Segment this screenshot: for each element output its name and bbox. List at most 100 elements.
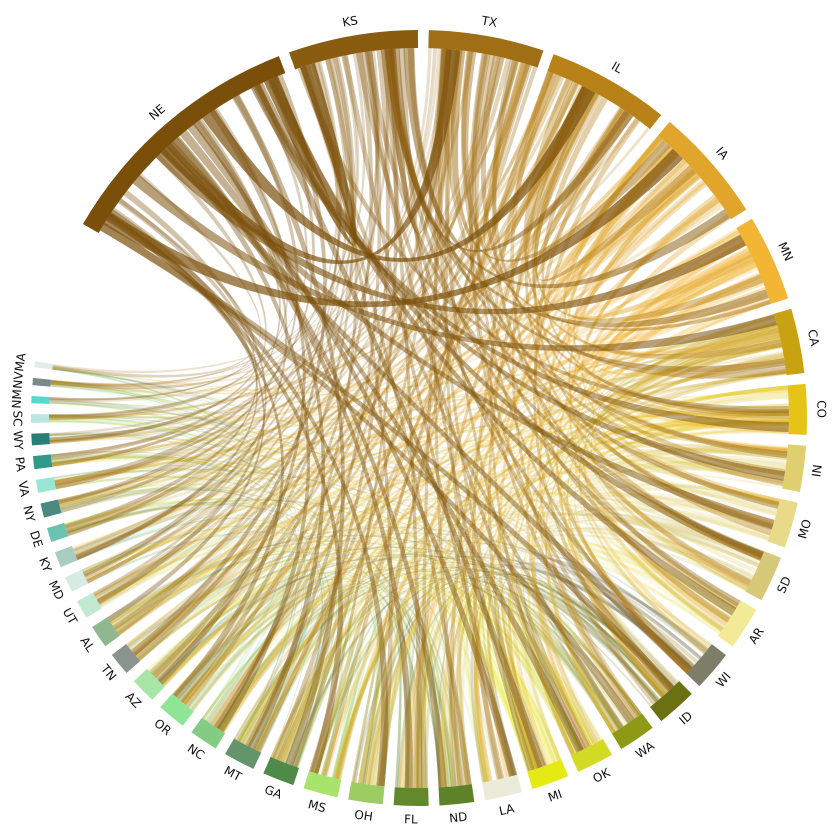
ribbon-ne-ut <box>96 190 267 605</box>
ribbon-wi-nc <box>214 555 693 729</box>
label-ut: UT <box>60 606 80 628</box>
label-mt: MT <box>222 763 245 784</box>
arc-de <box>46 522 69 542</box>
ribbon-ne-tx <box>160 48 461 264</box>
ribbon-mt-nc <box>205 575 325 747</box>
ribbon-mn-co <box>593 250 789 434</box>
ribbon-nv-ma <box>50 368 236 399</box>
ribbon-mt-or <box>180 570 321 748</box>
arc-nv <box>32 377 51 387</box>
label-ky: KY <box>36 555 55 574</box>
ribbon-az-ut <box>93 522 274 678</box>
label-wi: WI <box>713 669 734 690</box>
ribbon-sd-nd <box>444 519 762 787</box>
ribbon-id-az <box>158 553 660 702</box>
ribbon-co-mo <box>601 422 789 505</box>
ribbon-wa-nc <box>221 570 637 733</box>
arc-al <box>92 617 120 647</box>
label-nd: ND <box>449 810 469 826</box>
ribbon-ut-de <box>67 490 253 609</box>
label-wa: WA <box>633 738 658 761</box>
ribbon-mo-sd <box>594 472 778 557</box>
label-az: AZ <box>123 689 145 711</box>
ribbon-id-nd <box>448 573 674 787</box>
ribbon-ne-mi <box>252 83 547 769</box>
ribbon-ca-mo <box>598 321 780 507</box>
ribbon-il-sc <box>49 127 651 421</box>
label-fl: FL <box>404 812 418 826</box>
label-tx: TX <box>480 13 499 30</box>
ribbon-id-or <box>173 555 669 698</box>
ribbon-in-id <box>567 455 787 691</box>
ribbon-mn-ky <box>72 286 767 551</box>
ribbon-ga-ny <box>59 488 323 764</box>
ribbon-mn-nd <box>440 254 754 788</box>
ribbon-co-nc <box>214 409 789 729</box>
ribbon-la-nd <box>442 600 499 787</box>
ribbon-ks-fl <box>381 49 423 789</box>
ribbon-ne-fl <box>171 137 413 788</box>
label-ny: NY <box>20 504 38 524</box>
arc-or <box>160 693 194 726</box>
ribbon-nd-ms <box>314 598 455 787</box>
label-ia: IA <box>713 144 732 163</box>
ribbon-mn-ar <box>576 239 746 623</box>
arc-nc <box>191 717 226 749</box>
label-id: ID <box>676 708 695 727</box>
arc-fl <box>393 787 429 806</box>
ribbon-in-ma <box>52 364 785 478</box>
label-co: CO <box>814 400 828 418</box>
ribbon-ne-il <box>202 86 596 262</box>
label-ks: KS <box>341 13 359 29</box>
label-mn: MN <box>775 240 796 263</box>
ribbon-ne-ky <box>75 207 259 561</box>
label-il: IL <box>609 59 625 76</box>
ribbon-ok-mt <box>236 582 575 756</box>
arc-md <box>65 569 89 592</box>
ribbon-tx-fl <box>420 49 457 788</box>
ribbon-ia-la <box>472 150 680 782</box>
label-ne: NE <box>146 102 168 123</box>
arc-ok <box>570 738 613 772</box>
ribbon-ia-ar <box>569 194 729 627</box>
ribbon-fl-oh <box>376 602 411 788</box>
arc-az <box>133 668 165 700</box>
label-sd: SD <box>774 574 794 595</box>
ribbon-id-nc <box>218 561 675 731</box>
ribbon-mo-ar <box>583 479 779 631</box>
ribbon-co-sc <box>49 415 789 424</box>
ribbon-ut-pa <box>51 451 249 609</box>
ribbon-ia-az <box>152 174 702 679</box>
ribbon-id-wa <box>530 562 672 730</box>
ribbon-il-ga <box>277 73 560 763</box>
arc-wi <box>686 644 727 687</box>
ribbon-ca-in <box>602 360 788 454</box>
arc-il <box>547 54 662 129</box>
arc-ca <box>774 308 805 376</box>
ribbon-co-mi <box>519 417 790 762</box>
ribbon-oh-ms <box>337 599 384 783</box>
ribbon-or-ut <box>94 526 281 697</box>
ribbon-ca-ny <box>59 322 778 509</box>
arc-layer <box>31 30 807 806</box>
ribbon-mi-md <box>83 524 554 764</box>
arc-co <box>787 383 807 435</box>
arc-wa <box>611 713 653 750</box>
arc-ks <box>289 30 419 70</box>
label-de: DE <box>27 529 45 549</box>
ribbon-mo-tn <box>137 492 773 662</box>
ribbon-wa-mt <box>246 577 618 747</box>
ribbon-il-ar <box>510 70 739 610</box>
ribbon-tx-ia <box>450 49 671 262</box>
ribbon-sc-nm <box>49 402 235 423</box>
arc-ma <box>34 361 53 370</box>
label-ma: MA <box>12 351 29 372</box>
ribbon-co-in <box>602 421 789 485</box>
ribbon-ks-la <box>341 54 517 777</box>
arc-mi <box>527 759 569 790</box>
ribbon-ca-co <box>602 342 789 417</box>
ribbon-ks-nc <box>213 58 358 730</box>
ribbon-tx-wi <box>474 54 690 674</box>
arc-sd <box>745 551 781 601</box>
ribbon-tn-md <box>86 512 264 647</box>
